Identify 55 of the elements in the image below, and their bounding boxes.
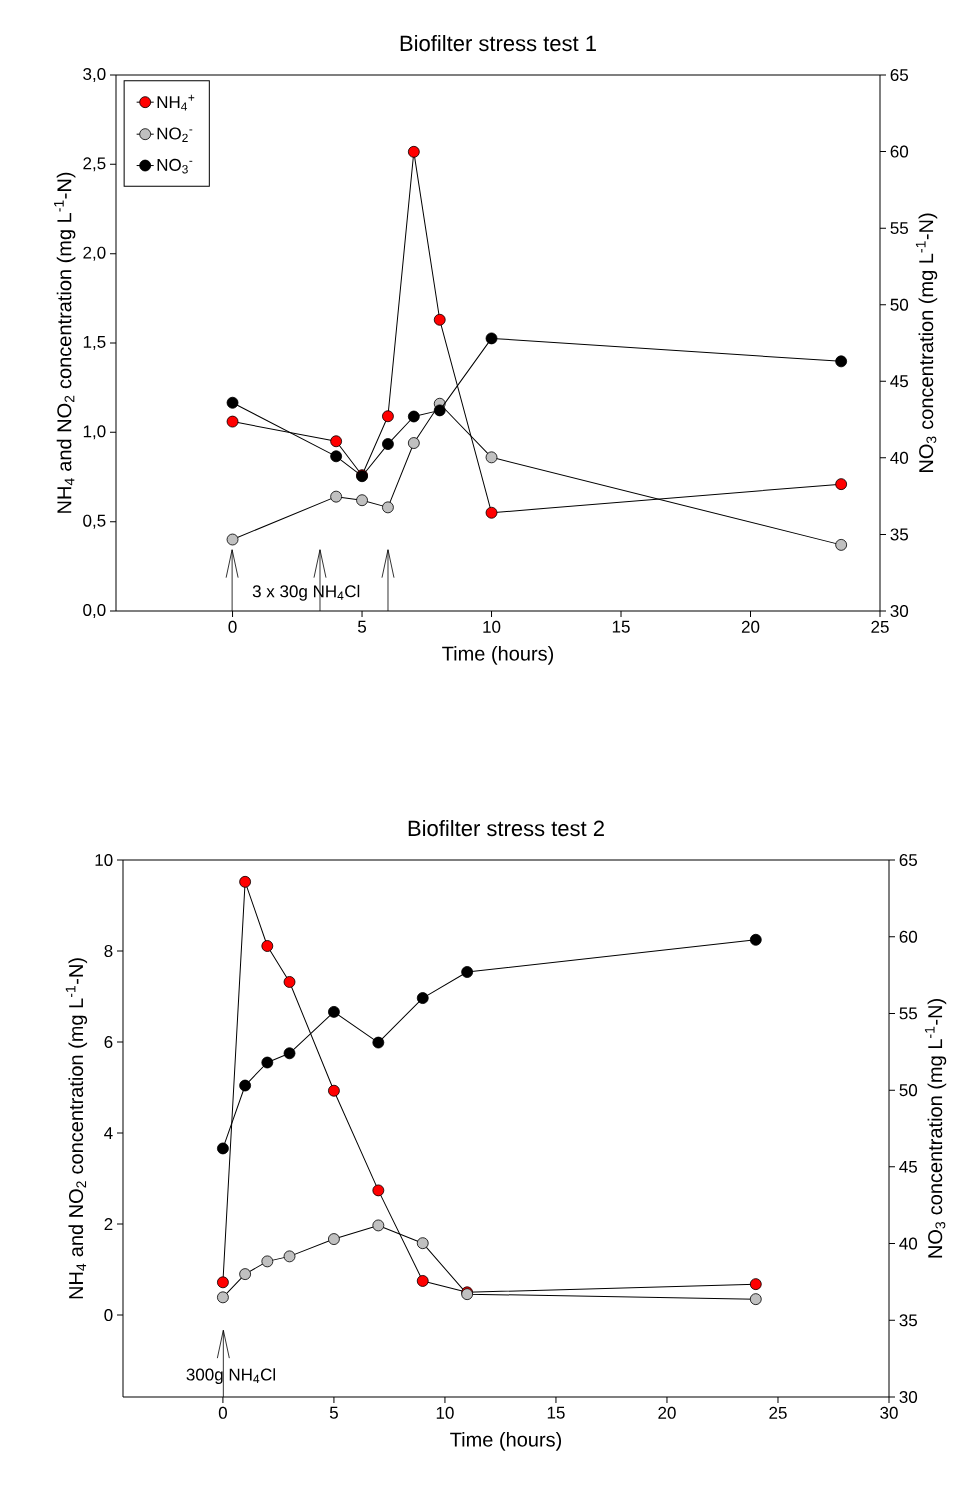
y2-tick-label: 30	[890, 604, 909, 618]
chart-title: Biofilter stress test 2	[408, 819, 604, 837]
y-tick-label: 2	[104, 1218, 113, 1230]
y2-tick-label: 35	[890, 528, 909, 541]
y2-tick-label: 60	[890, 145, 909, 158]
x-tick-label: 25	[871, 620, 889, 633]
chart-title: Biofilter stress test 1	[400, 35, 596, 52]
y2-tick-label: 35	[899, 1314, 918, 1327]
x-tick-label: 15	[547, 1406, 565, 1419]
x-tick-label: 10	[436, 1406, 454, 1419]
legend-label: NO$_{2}$-	[157, 127, 193, 142]
x-tick-label: 20	[658, 1406, 676, 1419]
x-tick-label: 0	[218, 1406, 227, 1419]
y2-tick-label: 55	[890, 222, 909, 235]
annotation: 300g NH$_{4}$Cl	[186, 1368, 275, 1384]
y-tick-label: 1,5	[83, 336, 106, 350]
x-tick-label: 15	[612, 620, 630, 633]
y-tick-label: 0,0	[83, 603, 106, 619]
y2-tick-label: 50	[890, 298, 909, 311]
y-tick-label: 10	[95, 853, 113, 867]
legend-label: NO$_{3}$-	[157, 158, 193, 174]
legend-label: NH$_{4}$+	[157, 94, 195, 111]
y2-tick-label: 45	[890, 375, 909, 388]
y-axis-title: NH$_{4}$ and NO$_{2}$ concentration (mg L$^{-1}$-N)	[54, 172, 76, 513]
x-axis-title: Time (hours)	[442, 646, 554, 665]
y2-axis-title: NO$_{3}$ concentration (mg L$^{-1}$-N)	[924, 999, 947, 1258]
x-tick-label: 5	[357, 620, 367, 633]
y2-tick-label: 40	[899, 1237, 918, 1250]
x-tick-label: 20	[741, 620, 760, 633]
y2-tick-label: 50	[899, 1084, 918, 1097]
y2-tick-label: 30	[899, 1390, 918, 1404]
y2-tick-label: 60	[899, 930, 918, 943]
y2-tick-label: 45	[899, 1160, 918, 1173]
y-tick-label: 2,0	[83, 246, 106, 261]
x-tick-label: 25	[769, 1406, 787, 1419]
y-tick-label: 2,5	[83, 157, 106, 172]
y2-tick-label: 40	[890, 451, 909, 464]
x-tick-label: 0	[228, 620, 237, 633]
y-tick-label: 0,5	[83, 514, 106, 529]
annotation: 3 x 30g NH$_{4}$Cl	[252, 584, 360, 601]
x-axis-title: Time (hours)	[450, 1432, 562, 1451]
y2-tick-label: 65	[890, 68, 909, 82]
y2-tick-label: 55	[899, 1007, 918, 1020]
y-tick-label: 4	[104, 1127, 113, 1139]
y-tick-label: 6	[104, 1036, 113, 1049]
x-tick-label: 5	[329, 1406, 338, 1419]
y-tick-label: 1,0	[83, 425, 106, 440]
y-tick-label: 8	[104, 944, 113, 958]
x-tick-label: 30	[880, 1406, 898, 1419]
x-tick-label: 10	[483, 620, 501, 633]
y-axis-title: NH$_{4}$ and NO$_{2}$ concentration (mg L$^{-1}$-N)	[65, 958, 88, 1299]
y-tick-label: 3,0	[83, 67, 106, 83]
y-tick-label: 0	[104, 1309, 113, 1322]
y2-tick-label: 65	[899, 853, 918, 867]
y2-axis-title: NO$_{3}$ concentration (mg L$^{-1}$-N)	[915, 213, 938, 472]
